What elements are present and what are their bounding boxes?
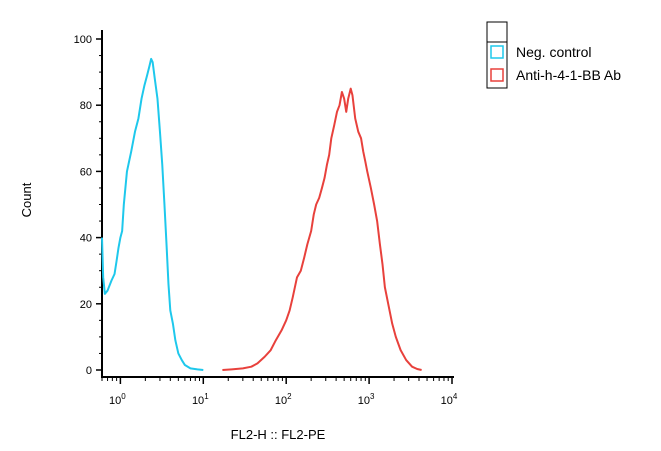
legend-header-box <box>486 21 508 43</box>
legend: Neg. control Anti-h-4-1-BB Ab <box>486 21 621 89</box>
y-tick-label: 20 <box>80 299 92 311</box>
x-ticks: 100 101 102 103 104 <box>101 377 458 407</box>
y-tick-label: 100 <box>74 34 92 46</box>
legend-swatch-neg-control <box>490 45 504 59</box>
legend-label-anti-h-4-1-bb: Anti-h-4-1-BB Ab <box>516 67 621 83</box>
y-tick-label: 0 <box>86 365 92 377</box>
y-tick-label: 60 <box>80 166 92 178</box>
y-axis-title: Count <box>19 182 34 217</box>
plot-area <box>101 57 422 371</box>
y-tick-label: 40 <box>80 233 92 245</box>
series-line-0 <box>101 57 204 371</box>
y-tick-label: 80 <box>80 100 92 112</box>
legend-label-neg-control: Neg. control <box>516 44 591 60</box>
x-tick-label: 104 <box>441 392 458 407</box>
x-tick-label: 101 <box>192 392 209 407</box>
legend-swatch-column <box>486 41 508 89</box>
x-axis-title: FL2-H :: FL2-PE <box>231 427 326 442</box>
y-ticks: 0 20 40 60 80 100 <box>74 34 102 377</box>
series-line-1 <box>222 87 422 371</box>
legend-swatch-anti-h-4-1-bb <box>490 68 504 82</box>
x-tick-label: 100 <box>109 392 126 407</box>
x-tick-label: 103 <box>358 392 375 407</box>
x-tick-label: 102 <box>275 392 292 407</box>
